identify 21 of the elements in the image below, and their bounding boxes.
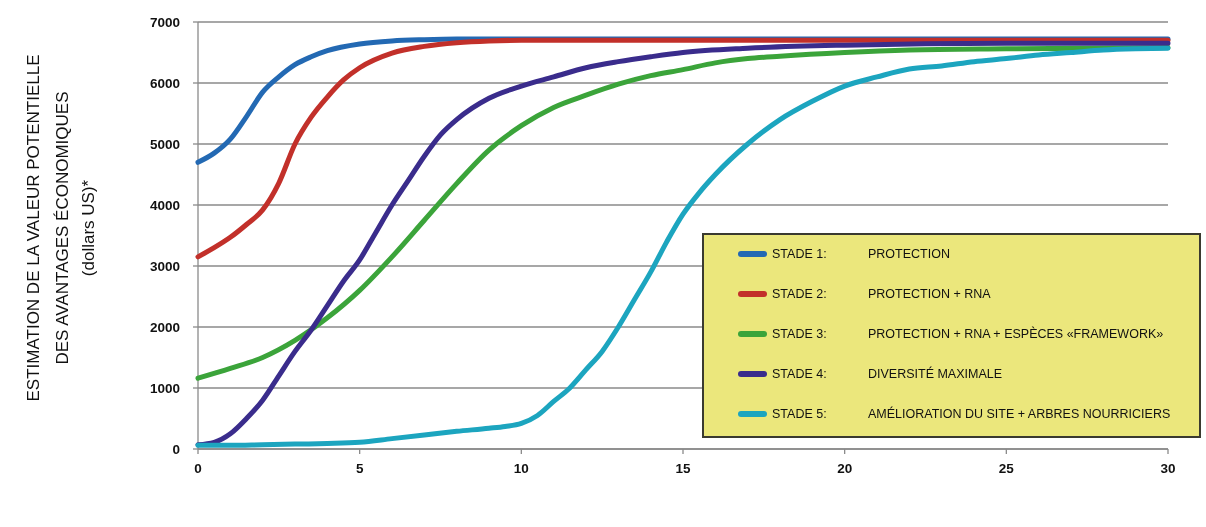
x-tick-label: 10 bbox=[513, 460, 529, 476]
legend-label: STADE 2: PROTECTION + RNA bbox=[772, 287, 992, 302]
x-tick-label: 0 bbox=[194, 460, 202, 476]
x-tick-label: 30 bbox=[1160, 460, 1176, 476]
legend-label: STADE 3: PROTECTION + RNA + ESPÈCES «FRAMEWORK» bbox=[772, 326, 1164, 342]
x-tick-label: 5 bbox=[355, 460, 364, 476]
y-tick-label: 7000 bbox=[149, 14, 180, 30]
legend-label: STADE 4: DIVERSITÉ MAXIMALE bbox=[772, 366, 1003, 382]
y-tick-label: 4000 bbox=[149, 197, 180, 213]
x-tick-label: 20 bbox=[837, 460, 853, 476]
y-tick-label: 2000 bbox=[149, 319, 180, 335]
legend-label: STADE 5: AMÉLIORATION DU SITE + ARBRES NOURRICIERS bbox=[772, 406, 1171, 422]
y-tick-label: 1000 bbox=[149, 380, 180, 396]
y-tick-label: 5000 bbox=[149, 136, 180, 152]
y-axis-title: ESTIMATION DE LA VALEUR POTENTIELLE DES AVANTAGES ÉCONOMIQUES (dollars US)* bbox=[23, 54, 98, 402]
y-tick-label: 6000 bbox=[149, 75, 180, 91]
y-tick-label: 0 bbox=[172, 441, 180, 457]
y-tick-label: 3000 bbox=[149, 258, 180, 274]
x-tick-label: 15 bbox=[675, 460, 691, 476]
x-tick-label: 25 bbox=[998, 460, 1015, 476]
legend-label: STADE 1: PROTECTION bbox=[772, 247, 950, 262]
